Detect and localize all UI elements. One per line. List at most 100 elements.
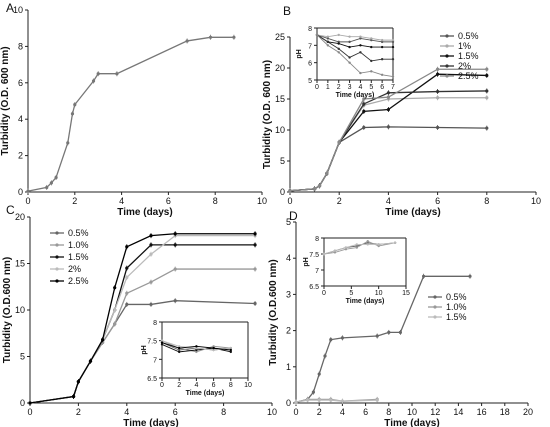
y-tick-label: 0: [286, 398, 291, 408]
y-tick-label: 5: [286, 217, 291, 227]
legend-label: 2%: [458, 61, 471, 71]
x-tick-label: 10: [244, 382, 252, 389]
y-tick-label: 7: [308, 43, 312, 50]
data-point: [370, 45, 373, 49]
legend-marker: [433, 315, 437, 319]
data-point: [370, 59, 373, 63]
data-point: [380, 45, 384, 49]
series-line: [27, 36, 234, 192]
data-point: [393, 241, 397, 244]
legend-label: 0.5%: [458, 31, 479, 41]
y-tick-label: 8: [18, 41, 23, 51]
data-point: [195, 345, 198, 348]
legend-marker: [55, 279, 59, 283]
x-tick-label: 8: [229, 382, 233, 389]
y-tick-label: 8: [315, 236, 319, 243]
data-point: [348, 40, 351, 44]
x-tick-label: 1: [326, 84, 330, 91]
y-axis-label: pH: [296, 49, 303, 58]
series-line: [289, 90, 487, 192]
legend-label: 1.5%: [458, 51, 479, 61]
data-point: [359, 51, 362, 54]
data-point: [391, 40, 395, 44]
y-tick-label: 10: [13, 5, 23, 15]
x-tick-label: 2: [72, 196, 77, 206]
y-tick-label: 0: [20, 398, 25, 408]
data-point: [315, 33, 319, 37]
legend-marker: [433, 305, 437, 309]
x-tick-label: 6: [435, 196, 440, 206]
data-point: [359, 71, 362, 75]
x-tick-label: 3: [348, 84, 352, 91]
y-tick-label: 15: [15, 259, 25, 269]
legend-label: 2.5%: [458, 71, 479, 81]
data-point: [370, 70, 373, 73]
legend-label: 1.0%: [68, 240, 89, 250]
data-point: [380, 58, 384, 61]
y-tick-label: 4: [286, 253, 291, 263]
x-tick-label: 12: [430, 407, 440, 417]
x-axis-label: Time (days): [117, 207, 172, 218]
legend-marker: [55, 255, 59, 259]
y-tick-label: 1: [286, 362, 291, 372]
data-point: [391, 38, 395, 42]
data-point: [337, 33, 340, 37]
data-point: [178, 346, 181, 350]
y-tick-label: 2: [286, 326, 291, 336]
series-line: [316, 34, 393, 48]
y-tick-label: 0: [18, 187, 23, 197]
data-point: [326, 35, 330, 38]
y-tick-label: 7: [153, 357, 157, 364]
y-tick-label: 25: [275, 32, 285, 42]
data-point: [229, 348, 232, 352]
data-point: [391, 45, 395, 49]
data-point: [178, 350, 181, 354]
data-point: [326, 40, 330, 44]
y-tick-label: 6.5: [309, 284, 319, 291]
data-point: [377, 243, 380, 246]
legend-marker: [445, 54, 449, 58]
x-axis-label: Time (days): [346, 298, 385, 305]
y-axis-label: Turbidity (O.D. 600 nm): [0, 46, 11, 155]
x-tick-label: 6: [166, 196, 171, 206]
series-line: [316, 34, 393, 41]
data-point: [212, 345, 215, 348]
panel-label: C: [6, 203, 15, 217]
x-tick-label: 2: [177, 382, 181, 389]
legend-label: 1.5%: [446, 312, 467, 322]
y-tick-label: 8: [153, 320, 157, 327]
data-point: [160, 341, 164, 344]
data-point: [195, 348, 198, 352]
x-tick-label: 8: [213, 196, 218, 206]
data-point: [380, 38, 384, 42]
data-point: [212, 346, 215, 350]
x-tick-label: 0: [25, 196, 30, 206]
data-point: [212, 348, 215, 352]
x-axis-label: Time (days): [186, 390, 225, 397]
data-point: [348, 61, 351, 64]
x-tick-label: 10: [531, 196, 541, 206]
x-tick-label: 15: [402, 290, 410, 297]
data-point: [178, 345, 181, 348]
x-tick-label: 10: [375, 290, 383, 297]
x-tick-label: 8: [221, 407, 226, 417]
y-tick-label: 5: [20, 352, 25, 362]
legend-label: 0.5%: [446, 292, 467, 302]
data-point: [337, 42, 340, 45]
x-tick-label: 2: [337, 84, 341, 91]
legend-label: 1.0%: [446, 302, 467, 312]
x-axis-label: Time (days): [384, 418, 439, 427]
inset-background: [162, 322, 248, 378]
x-tick-label: 8: [484, 196, 489, 206]
inset-D: 0 5 10 15 6.5 7 7.5 8 Time (days) pH: [303, 236, 410, 305]
series-line: [316, 34, 394, 77]
y-axis-label: pH: [303, 257, 310, 266]
data-point: [391, 75, 395, 78]
y-tick-label: 15: [275, 94, 285, 104]
y-axis-label: pH: [141, 345, 148, 354]
data-point: [178, 348, 181, 352]
x-tick-label: 0: [315, 84, 319, 91]
data-point: [160, 343, 164, 346]
